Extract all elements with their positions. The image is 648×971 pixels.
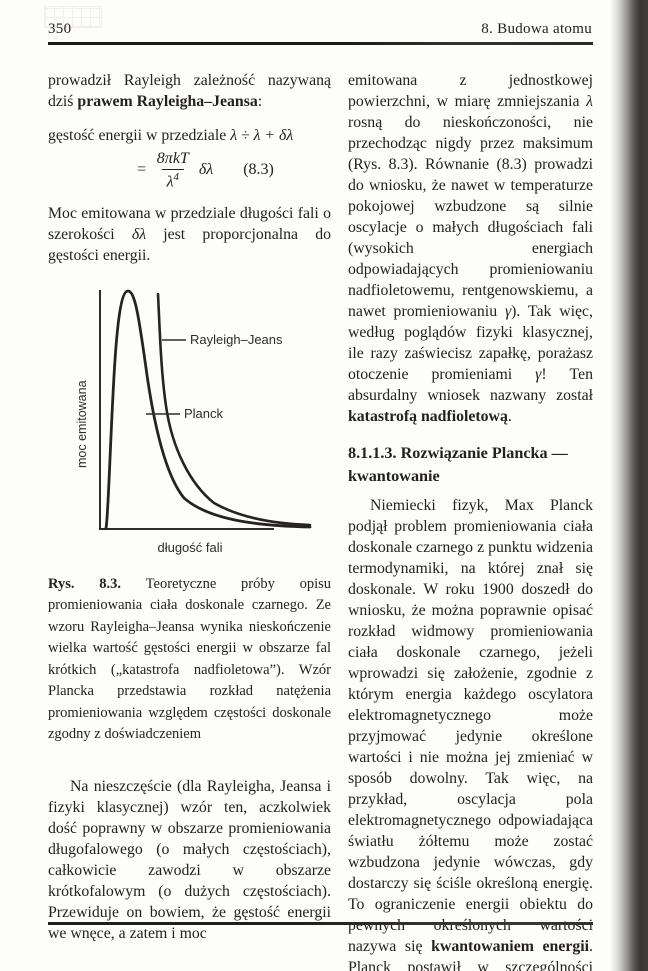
figure-rys-8-3: Rayleigh–Jeans Planck moc emitowana dług… (62, 276, 331, 565)
chart-axes (99, 289, 274, 530)
equation-8-3: gęstość energii w przedziale λ ÷ λ + δλ … (48, 125, 331, 191)
planck-curve (104, 289, 312, 529)
planck-label: Planck (184, 406, 224, 421)
scan-book-edge (610, 0, 648, 971)
page-number: 350 (48, 21, 72, 37)
footer-rule (48, 922, 593, 925)
equation-intro: gęstość energii w przedziale λ ÷ λ + δλ (48, 127, 294, 144)
rayleigh-jeans-curve (156, 292, 312, 526)
paragraph-moc-emitowana: Moc emitowana w przedziale długości fali… (48, 204, 331, 264)
watermark-stamp (44, 6, 102, 28)
equation-row: = 8πkT λ4 δλ (8.3) (136, 150, 331, 191)
fraction-denominator: λ4 (161, 168, 185, 191)
paragraph-uv-catastrophe: emitowana z jednostkowej powierzchni, w … (348, 72, 593, 425)
equals-sign: = (136, 161, 147, 179)
rayleigh-jeans-label: Rayleigh–Jeans (190, 332, 283, 347)
header-rule (48, 42, 593, 45)
left-column: prowadził Rayleigh zależność nazywaną dz… (48, 70, 331, 971)
page-content: prowadził Rayleigh zależność nazywaną dz… (48, 70, 593, 971)
paragraph-na-nieszczescie: Na nieszczęście (dla Rayleigha, Jeansa i… (48, 777, 331, 942)
section-heading-8-1-1-3: 8.1.1.3. Rozwiązanie Plancka — kwantowan… (348, 444, 568, 485)
x-axis-label: długość fali (157, 540, 222, 555)
fraction-numerator: 8πkT (156, 150, 189, 167)
blackbody-radiation-chart: Rayleigh–Jeans Planck moc emitowana dług… (75, 289, 312, 555)
y-axis-label: moc emitowana (75, 380, 89, 468)
equation-number: (8.3) (243, 161, 274, 179)
equation-multiplier: δλ (198, 161, 214, 179)
paragraph-planck-solution: Niemiecki fizyk, Max Planck podjął probl… (348, 497, 593, 971)
paragraph-rayleigh-law: prowadził Rayleigh zależność nazywaną dz… (48, 72, 331, 110)
figure-caption: Rys. 8.3. Teoretyczne próby opisu promie… (48, 575, 331, 743)
right-column: emitowana z jednostkowej powierzchni, w … (348, 70, 593, 971)
equation-fraction: 8πkT λ4 (152, 150, 194, 191)
running-head: 8. Budowa atomu (481, 21, 592, 37)
